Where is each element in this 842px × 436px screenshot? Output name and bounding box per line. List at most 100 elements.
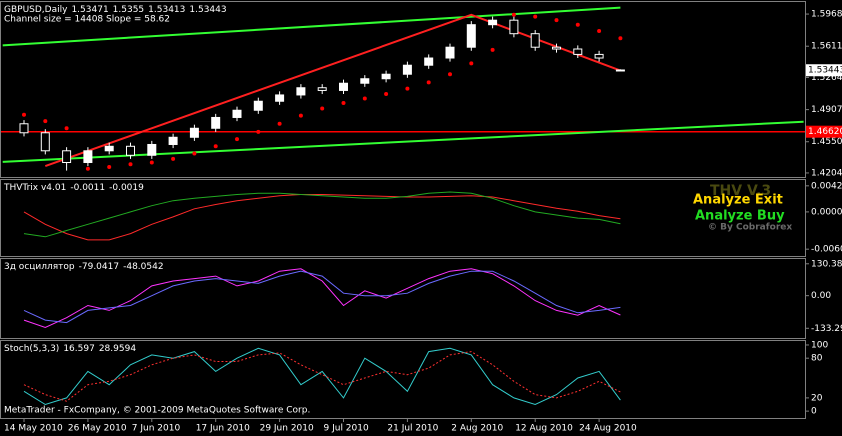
candle-body (424, 57, 434, 66)
candle-body (253, 100, 263, 111)
overlay-line (2, 120, 804, 163)
y-tick-label: -0.0060 (811, 245, 842, 255)
price-label-box (806, 64, 842, 77)
sar-dot (149, 160, 154, 165)
sar-dot (43, 119, 48, 124)
panel-header-value: 28.9594 (99, 344, 136, 354)
sar-dot (22, 112, 26, 117)
candle-body (232, 109, 242, 118)
overlay-line (44, 13, 621, 168)
footer: MetaTrader - FxCompany, © 2001-2009 Meta… (4, 406, 310, 416)
y-tick-label: 1.42040 (811, 168, 842, 178)
panel-frame (0, 258, 806, 339)
x-tick-label: 14 May 2010 (4, 424, 63, 434)
level-label-box (806, 125, 842, 138)
panel-header-value: -48.0542 (123, 262, 163, 272)
annotation: © By Cobraforex (708, 223, 792, 233)
sar-dot (362, 96, 367, 101)
candle-body (615, 69, 625, 72)
panel-header-value: 1.5355 (113, 5, 145, 15)
sar-dot (618, 36, 623, 41)
candle-body (466, 24, 476, 48)
y-tick-label: 0.00 (811, 291, 831, 301)
candle-body (83, 150, 93, 163)
panel-title: 3д осциллятор -79.0417 -48.0542 (4, 262, 164, 272)
candle-body (189, 127, 199, 138)
sar-dot (64, 126, 69, 131)
sar-dot (511, 12, 516, 17)
y-tick-label: 1.59680 (811, 10, 842, 20)
candle-body (147, 143, 157, 156)
series-line (23, 347, 621, 406)
sar-dot (192, 151, 197, 156)
annotation: Analyze Exit (693, 193, 783, 208)
candle-body (509, 19, 519, 35)
series-line (23, 270, 621, 324)
sar-dot (490, 47, 495, 52)
panel-frame (0, 179, 806, 257)
panel-plot (23, 191, 621, 241)
sar-dot (277, 121, 282, 126)
sar-dot (256, 129, 261, 134)
candle-body (402, 64, 412, 75)
panel-header-value: 1.53413 (148, 5, 185, 15)
candle-body (488, 19, 498, 26)
sar-dot (405, 86, 410, 91)
overlay-line (2, 6, 621, 47)
candle-body (360, 78, 370, 84)
panel-header-value: 16.597 (63, 344, 95, 354)
y-tick-label: 80 (811, 354, 823, 364)
panel-plot (23, 268, 621, 329)
series-line (23, 191, 621, 238)
x-tick-label: 24 Aug 2010 (579, 424, 637, 434)
sar-dot (341, 101, 346, 106)
sar-dot (554, 18, 559, 23)
sar-dot (235, 137, 239, 142)
panel-subtitle: Channel size = 14408 Slope = 58.62 (4, 15, 170, 25)
candle-body (573, 48, 583, 55)
x-tick-label: 7 Jun 2010 (132, 424, 181, 434)
y-tick-label: 100 (811, 340, 828, 350)
panel-plot (1, 6, 805, 171)
sar-dot (128, 162, 133, 167)
candle-body (62, 150, 72, 163)
price-label: 1.53443 (808, 66, 842, 76)
candle-body (126, 145, 135, 156)
x-tick-label: 9 Jul 2010 (324, 424, 369, 434)
sar-dot (597, 28, 602, 33)
panel-title: THVTrix v4.01 -0.0011 -0.0019 (3, 183, 144, 193)
sar-dot (533, 14, 538, 19)
panel-title: GBPUSD,Daily 1.53471 1.5355 1.53413 1.53443 (4, 5, 227, 15)
y-tick-label: 130.382 (811, 259, 842, 269)
panel-title-name: Stoch(5,3,3) (4, 344, 59, 354)
candle-body (104, 145, 114, 152)
x-tick-label: 29 Jun 2010 (260, 424, 314, 434)
candle-body (317, 87, 327, 91)
y-tick-label: 20 (811, 393, 823, 403)
panel-header-value: 1.53443 (189, 5, 226, 15)
panel-title-name: GBPUSD,Daily (4, 5, 68, 15)
sar-dot (575, 22, 580, 27)
series-line (23, 351, 621, 402)
y-tick-label: -133.295 (811, 324, 842, 334)
candle-body (168, 136, 178, 145)
annotation: Analyze Buy (695, 209, 785, 224)
sar-dot (171, 156, 176, 161)
candle-body (275, 94, 285, 102)
sar-dot (213, 144, 218, 149)
y-tick-label: 1.49070 (811, 105, 842, 115)
candle-body (40, 132, 50, 152)
y-tick-label: 0 (811, 407, 817, 417)
candle-body (339, 82, 348, 91)
candle-body (552, 46, 561, 50)
candle-body (530, 33, 540, 48)
panel-header-value: -0.0019 (109, 183, 144, 193)
panel-title-name: THVTrix v4.01 (3, 183, 66, 193)
level-label: 1.46620 (808, 127, 842, 137)
x-tick-label: 12 Aug 2010 (515, 424, 573, 434)
sar-dot (298, 113, 303, 118)
y-tick-label: 0.0042 (811, 181, 842, 191)
sar-dot (320, 106, 325, 111)
sar-dot (384, 92, 389, 97)
sar-dot (448, 72, 452, 77)
